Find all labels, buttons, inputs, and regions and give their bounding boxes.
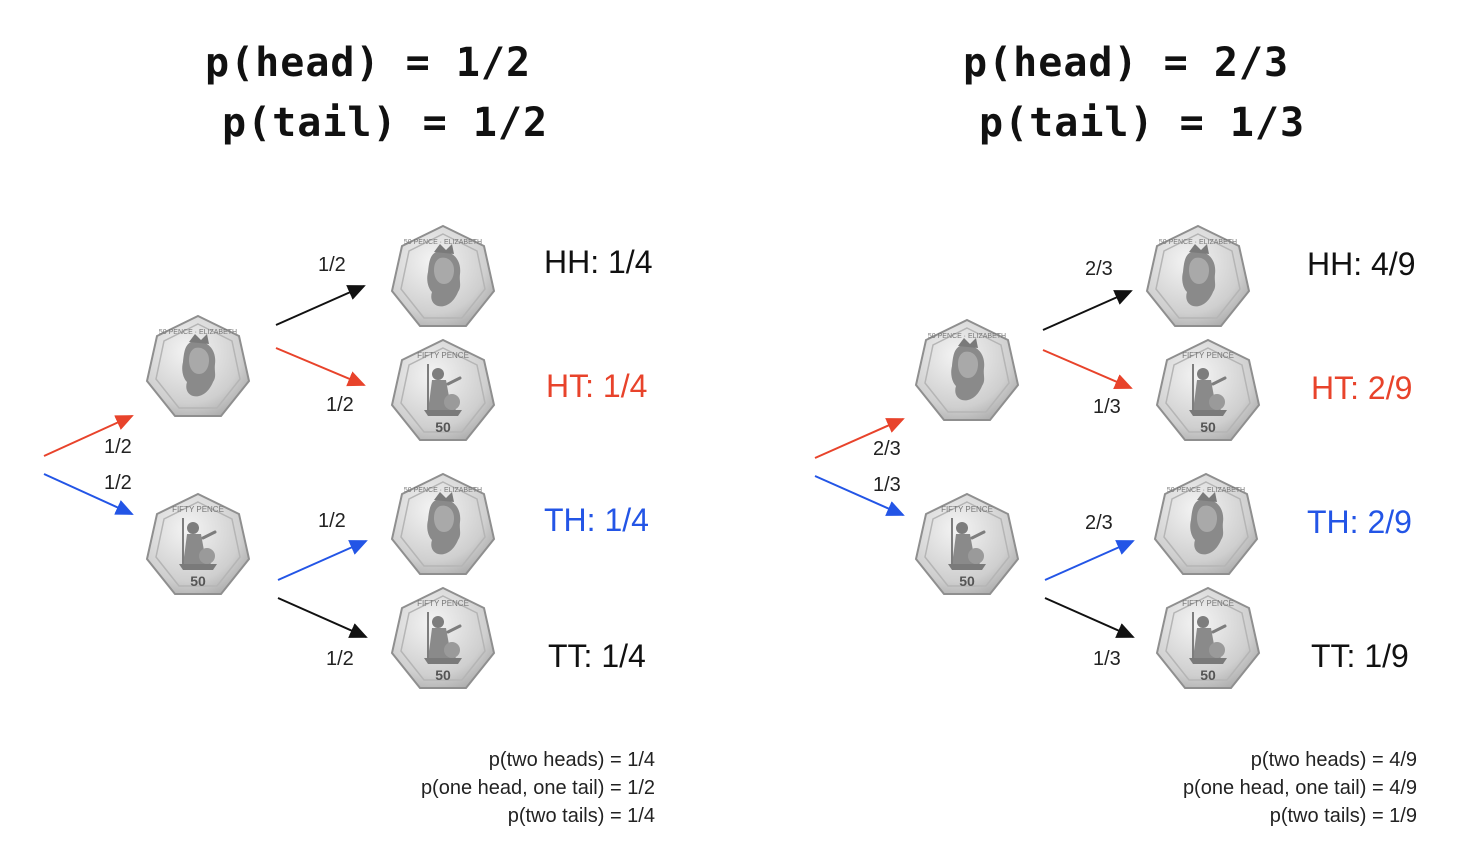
label-tt: 1/3 (1093, 648, 1121, 670)
label-ht: 1/3 (1093, 396, 1121, 418)
tree-arrows (814, 290, 1135, 638)
coin-tail-first (912, 490, 1022, 600)
arrow-th (277, 540, 368, 581)
arrow-root-head (43, 415, 134, 457)
outcome-tt: TT: 1/4 (548, 638, 646, 674)
coin-tt (1153, 584, 1263, 694)
title-line2: p(tail) = 1/2 (222, 100, 549, 146)
arrow-ht (275, 347, 366, 387)
coin-tail-first (143, 490, 253, 600)
label-root-head: 1/2 (104, 436, 132, 458)
arrow-th (1044, 540, 1135, 581)
label-tt: 1/2 (326, 648, 354, 670)
panel-fair-coin: p(head) = 1/2 p(tail) = 1/2 1/2 1/2 1/2 … (43, 40, 655, 830)
coin-th (388, 470, 498, 580)
arrow-hh (275, 285, 366, 326)
outcome-th: TH: 1/4 (544, 502, 649, 538)
coin-hh (1143, 222, 1253, 332)
arrow-root-tail (814, 475, 905, 516)
summary-two-heads: p(two heads) = 4/9 (1250, 749, 1417, 771)
coin-head-first (143, 312, 253, 422)
arrow-hh (1042, 290, 1133, 331)
title-line2: p(tail) = 1/3 (979, 100, 1306, 146)
outcome-ht: HT: 1/4 (546, 368, 648, 404)
coin-hh (388, 222, 498, 332)
label-root-tail: 1/3 (873, 474, 901, 496)
arrow-ht (1042, 349, 1133, 390)
outcome-tt: TT: 1/9 (1311, 638, 1409, 674)
label-ht: 1/2 (326, 394, 354, 416)
summary-one-each: p(one head, one tail) = 4/9 (1182, 777, 1417, 799)
title-line1: p(head) = 2/3 (963, 40, 1290, 86)
label-th: 1/2 (318, 510, 346, 532)
label-root-head: 2/3 (873, 438, 901, 460)
label-hh: 2/3 (1085, 258, 1113, 280)
tree-arrows (43, 285, 368, 638)
label-th: 2/3 (1085, 512, 1113, 534)
panel-biased-coin: p(head) = 2/3 p(tail) = 1/3 2/3 1/3 2/3 … (731, 0, 1462, 858)
coin-ht (388, 336, 498, 446)
summary: p(two heads) = 4/9 p(one head, one tail)… (1183, 746, 1417, 830)
arrow-root-tail (43, 473, 134, 515)
label-root-tail: 1/2 (104, 472, 132, 494)
coin-ht (1153, 336, 1263, 446)
coin-th (1151, 470, 1261, 580)
summary-two-heads: p(two heads) = 1/4 (488, 749, 655, 771)
arrow-root-head (814, 418, 905, 459)
outcome-hh: HH: 1/4 (544, 244, 653, 280)
outcome-ht: HT: 2/9 (1311, 370, 1413, 406)
summary-two-tails: p(two tails) = 1/9 (1269, 805, 1417, 827)
coin-tt (388, 584, 498, 694)
outcome-th: TH: 2/9 (1307, 504, 1412, 540)
summary-one-each: p(one head, one tail) = 1/2 (420, 777, 655, 799)
summary-two-tails: p(two tails) = 1/4 (507, 805, 655, 827)
coin-head-first (912, 316, 1022, 426)
arrow-tt (1044, 597, 1135, 638)
outcome-hh: HH: 4/9 (1307, 246, 1416, 282)
label-hh: 1/2 (318, 254, 346, 276)
arrow-tt (277, 597, 368, 638)
title-line1: p(head) = 1/2 (205, 40, 532, 86)
summary: p(two heads) = 1/4 p(one head, one tail)… (421, 746, 655, 830)
